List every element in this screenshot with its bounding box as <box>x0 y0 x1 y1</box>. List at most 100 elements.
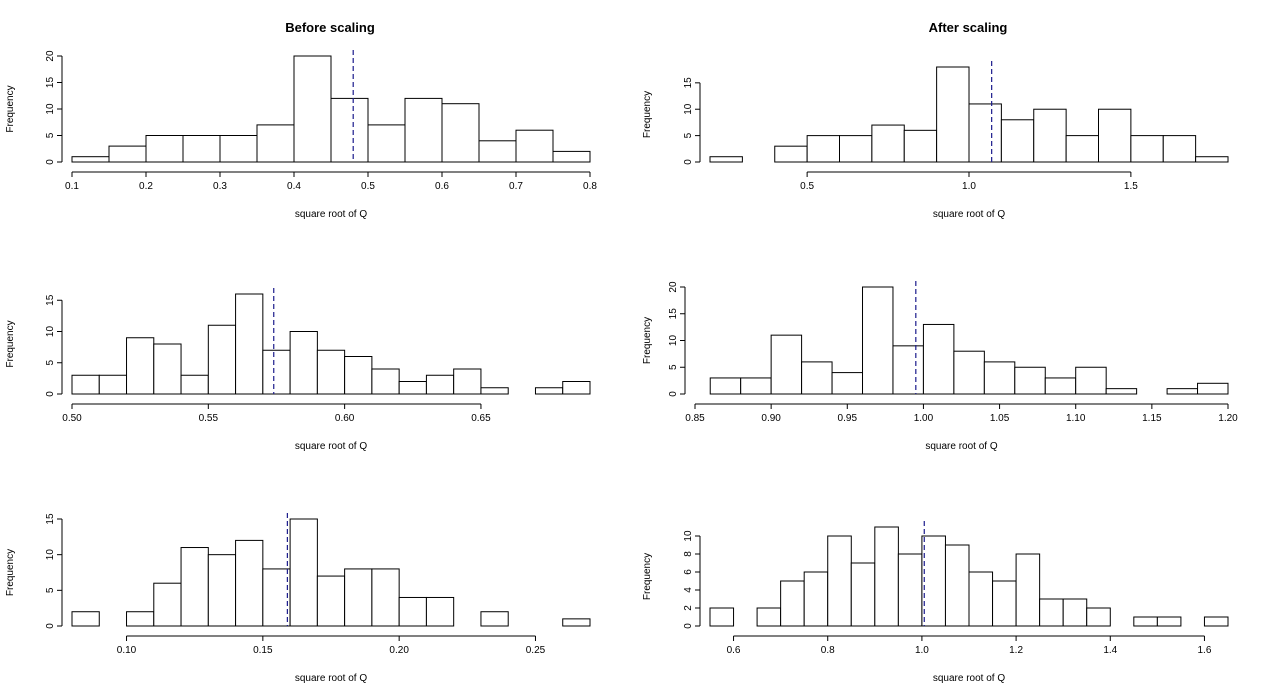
x-tick-label: 1.4 <box>1103 645 1117 656</box>
x-tick-label: 0.6 <box>727 645 741 656</box>
histogram-bar <box>983 361 1016 395</box>
histogram-bar <box>371 368 400 395</box>
histogram-bar <box>108 145 147 163</box>
histogram-bar <box>780 580 805 627</box>
x-axis-title: square root of Q <box>295 441 367 452</box>
x-tick-label: 0.15 <box>253 645 273 656</box>
histogram-bar <box>153 582 182 627</box>
histogram-bar <box>71 611 100 627</box>
histogram-bar <box>98 374 128 395</box>
x-tick-label: 0.65 <box>471 413 491 424</box>
y-tick-label: 10 <box>45 103 56 115</box>
x-tick-label: 1.00 <box>914 413 934 424</box>
histogram-bar <box>207 324 237 395</box>
histogram-bar <box>316 575 346 627</box>
histogram-bar <box>235 293 264 395</box>
histogram-bar <box>1105 388 1138 395</box>
histogram-bar <box>801 361 833 395</box>
y-axis-title: Frequency <box>5 85 16 132</box>
histogram-bar <box>827 535 852 627</box>
y-tick-label: 0 <box>683 623 694 629</box>
histogram-bar <box>839 135 873 163</box>
x-axis-title: square root of Q <box>295 673 367 684</box>
y-tick-label: 5 <box>45 587 56 593</box>
histogram-bar <box>71 156 110 163</box>
y-tick-label: 10 <box>683 530 694 542</box>
x-tick-label: 0.7 <box>509 181 523 192</box>
x-axis-title: square root of Q <box>933 673 1005 684</box>
histogram-bar <box>850 562 876 627</box>
y-tick-label: 4 <box>683 587 694 593</box>
histogram-bar <box>897 553 923 627</box>
x-tick-label: 1.0 <box>915 645 929 656</box>
y-tick-label: 10 <box>45 549 56 561</box>
histogram-bar <box>441 103 480 163</box>
title-after-scaling: After scaling <box>929 20 1008 35</box>
y-tick-label: 15 <box>683 77 694 89</box>
x-tick-label: 0.6 <box>435 181 449 192</box>
y-tick-label: 0 <box>45 159 56 165</box>
histogram-bar <box>1015 553 1041 627</box>
histogram-bar <box>1098 108 1132 163</box>
histogram-bar <box>425 374 455 395</box>
x-tick-label: 0.5 <box>800 181 814 192</box>
histogram-panel-2: 0.5 1.0 1.5 0 5 10 15 square root of Q Frequency <box>642 61 1229 220</box>
histogram-bar <box>903 129 938 163</box>
x-tick-label: 1.0 <box>962 181 976 192</box>
histogram-panel-1: 0.1 0.2 0.3 0.4 0.5 0.6 0.7 0.8 0 5 10 15 20 square r… <box>5 50 597 220</box>
histogram-bar <box>552 150 591 163</box>
histogram-bar <box>235 539 264 627</box>
histogram-bar <box>770 334 803 395</box>
y-tick-label: 5 <box>668 364 679 370</box>
histogram-bar <box>740 377 772 395</box>
x-tick-label: 0.4 <box>287 181 301 192</box>
x-tick-label: 1.20 <box>1218 413 1238 424</box>
y-axis-title: Frequency <box>5 549 16 596</box>
x-tick-label: 1.15 <box>1142 413 1162 424</box>
histogram-bar <box>398 381 427 395</box>
histogram-bar <box>207 554 237 627</box>
y-axis-title: Frequency <box>642 553 653 600</box>
histogram-bar <box>293 55 332 163</box>
x-tick-label: 1.10 <box>1066 413 1086 424</box>
y-tick-label: 0 <box>668 391 679 397</box>
y-tick-label: 15 <box>45 513 56 525</box>
y-tick-label: 5 <box>45 132 56 138</box>
histogram-bar <box>871 124 905 163</box>
histogram-bar <box>1000 119 1035 163</box>
histogram-bar <box>1062 598 1088 627</box>
x-tick-label: 1.5 <box>1124 181 1138 192</box>
x-axis-title: square root of Q <box>933 209 1005 220</box>
histogram-bar <box>126 337 155 395</box>
histogram-bar <box>921 535 946 627</box>
histogram-bar <box>367 124 406 163</box>
histogram-bar <box>256 124 295 163</box>
y-tick-label: 5 <box>45 360 56 366</box>
y-tick-label: 0 <box>683 159 694 165</box>
histogram-bar <box>1195 156 1229 163</box>
x-axis-title: square root of Q <box>295 209 367 220</box>
histogram-bar <box>756 607 782 627</box>
histogram-bar <box>1039 598 1064 627</box>
histogram-bar <box>480 387 509 395</box>
histogram-bar <box>1086 607 1111 627</box>
histogram-bar <box>944 544 970 627</box>
histogram-bar <box>289 518 318 627</box>
histogram-bar <box>398 596 427 627</box>
histogram-bar <box>182 135 221 163</box>
histogram-bar <box>936 66 970 163</box>
histogram-bar <box>404 97 443 163</box>
histogram-bar <box>1162 135 1197 163</box>
histogram-panel-6: 0.6 0.8 1.0 1.2 1.4 1.6 0 2 4 6 8 10 square root of … <box>642 521 1229 684</box>
x-tick-label: 0.85 <box>685 413 705 424</box>
histogram-bar <box>831 372 864 395</box>
x-tick-label: 0.3 <box>213 181 227 192</box>
histogram-bar <box>71 374 100 395</box>
histogram-bar <box>425 596 455 627</box>
x-tick-label: 0.95 <box>838 413 858 424</box>
x-tick-label: 0.1 <box>65 181 79 192</box>
histogram-bar <box>1197 382 1229 395</box>
x-tick-label: 0.55 <box>199 413 219 424</box>
histogram-bar <box>262 568 291 627</box>
